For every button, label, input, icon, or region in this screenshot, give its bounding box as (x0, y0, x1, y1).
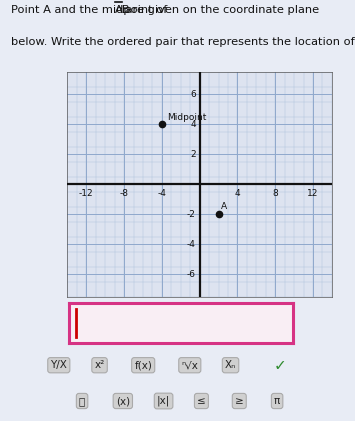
Text: Xₙ: Xₙ (225, 360, 236, 370)
Text: |x|: |x| (157, 396, 170, 406)
Text: -6: -6 (187, 270, 196, 279)
Text: ≤: ≤ (197, 396, 206, 406)
Text: A: A (222, 202, 228, 211)
Text: Y/X: Y/X (50, 360, 67, 370)
Text: -8: -8 (120, 189, 129, 198)
Text: 🗑: 🗑 (79, 396, 85, 406)
Text: -4: -4 (158, 189, 166, 198)
Text: 6: 6 (190, 90, 196, 99)
Text: -2: -2 (187, 210, 196, 219)
Text: 12: 12 (307, 189, 319, 198)
Text: ✓: ✓ (274, 358, 286, 373)
Text: -12: -12 (79, 189, 94, 198)
Text: Midpoint: Midpoint (166, 113, 206, 123)
Text: 4: 4 (235, 189, 240, 198)
Text: 4: 4 (190, 120, 196, 129)
Text: ≥: ≥ (235, 396, 244, 406)
Text: 2: 2 (190, 149, 196, 159)
Text: π: π (274, 396, 280, 406)
Text: Point A and the midpoint of: Point A and the midpoint of (11, 5, 171, 15)
Text: AB: AB (115, 5, 131, 15)
Text: f(x): f(x) (134, 360, 152, 370)
Text: 8: 8 (272, 189, 278, 198)
Text: x²: x² (94, 360, 105, 370)
Text: below. Write the ordered pair that represents the location of B.: below. Write the ordered pair that repre… (11, 37, 355, 47)
Text: -4: -4 (187, 240, 196, 249)
Text: (x): (x) (116, 396, 130, 406)
Text: are given on the coordinate plane: are given on the coordinate plane (122, 5, 320, 15)
Text: ⁿ√x: ⁿ√x (181, 360, 198, 370)
